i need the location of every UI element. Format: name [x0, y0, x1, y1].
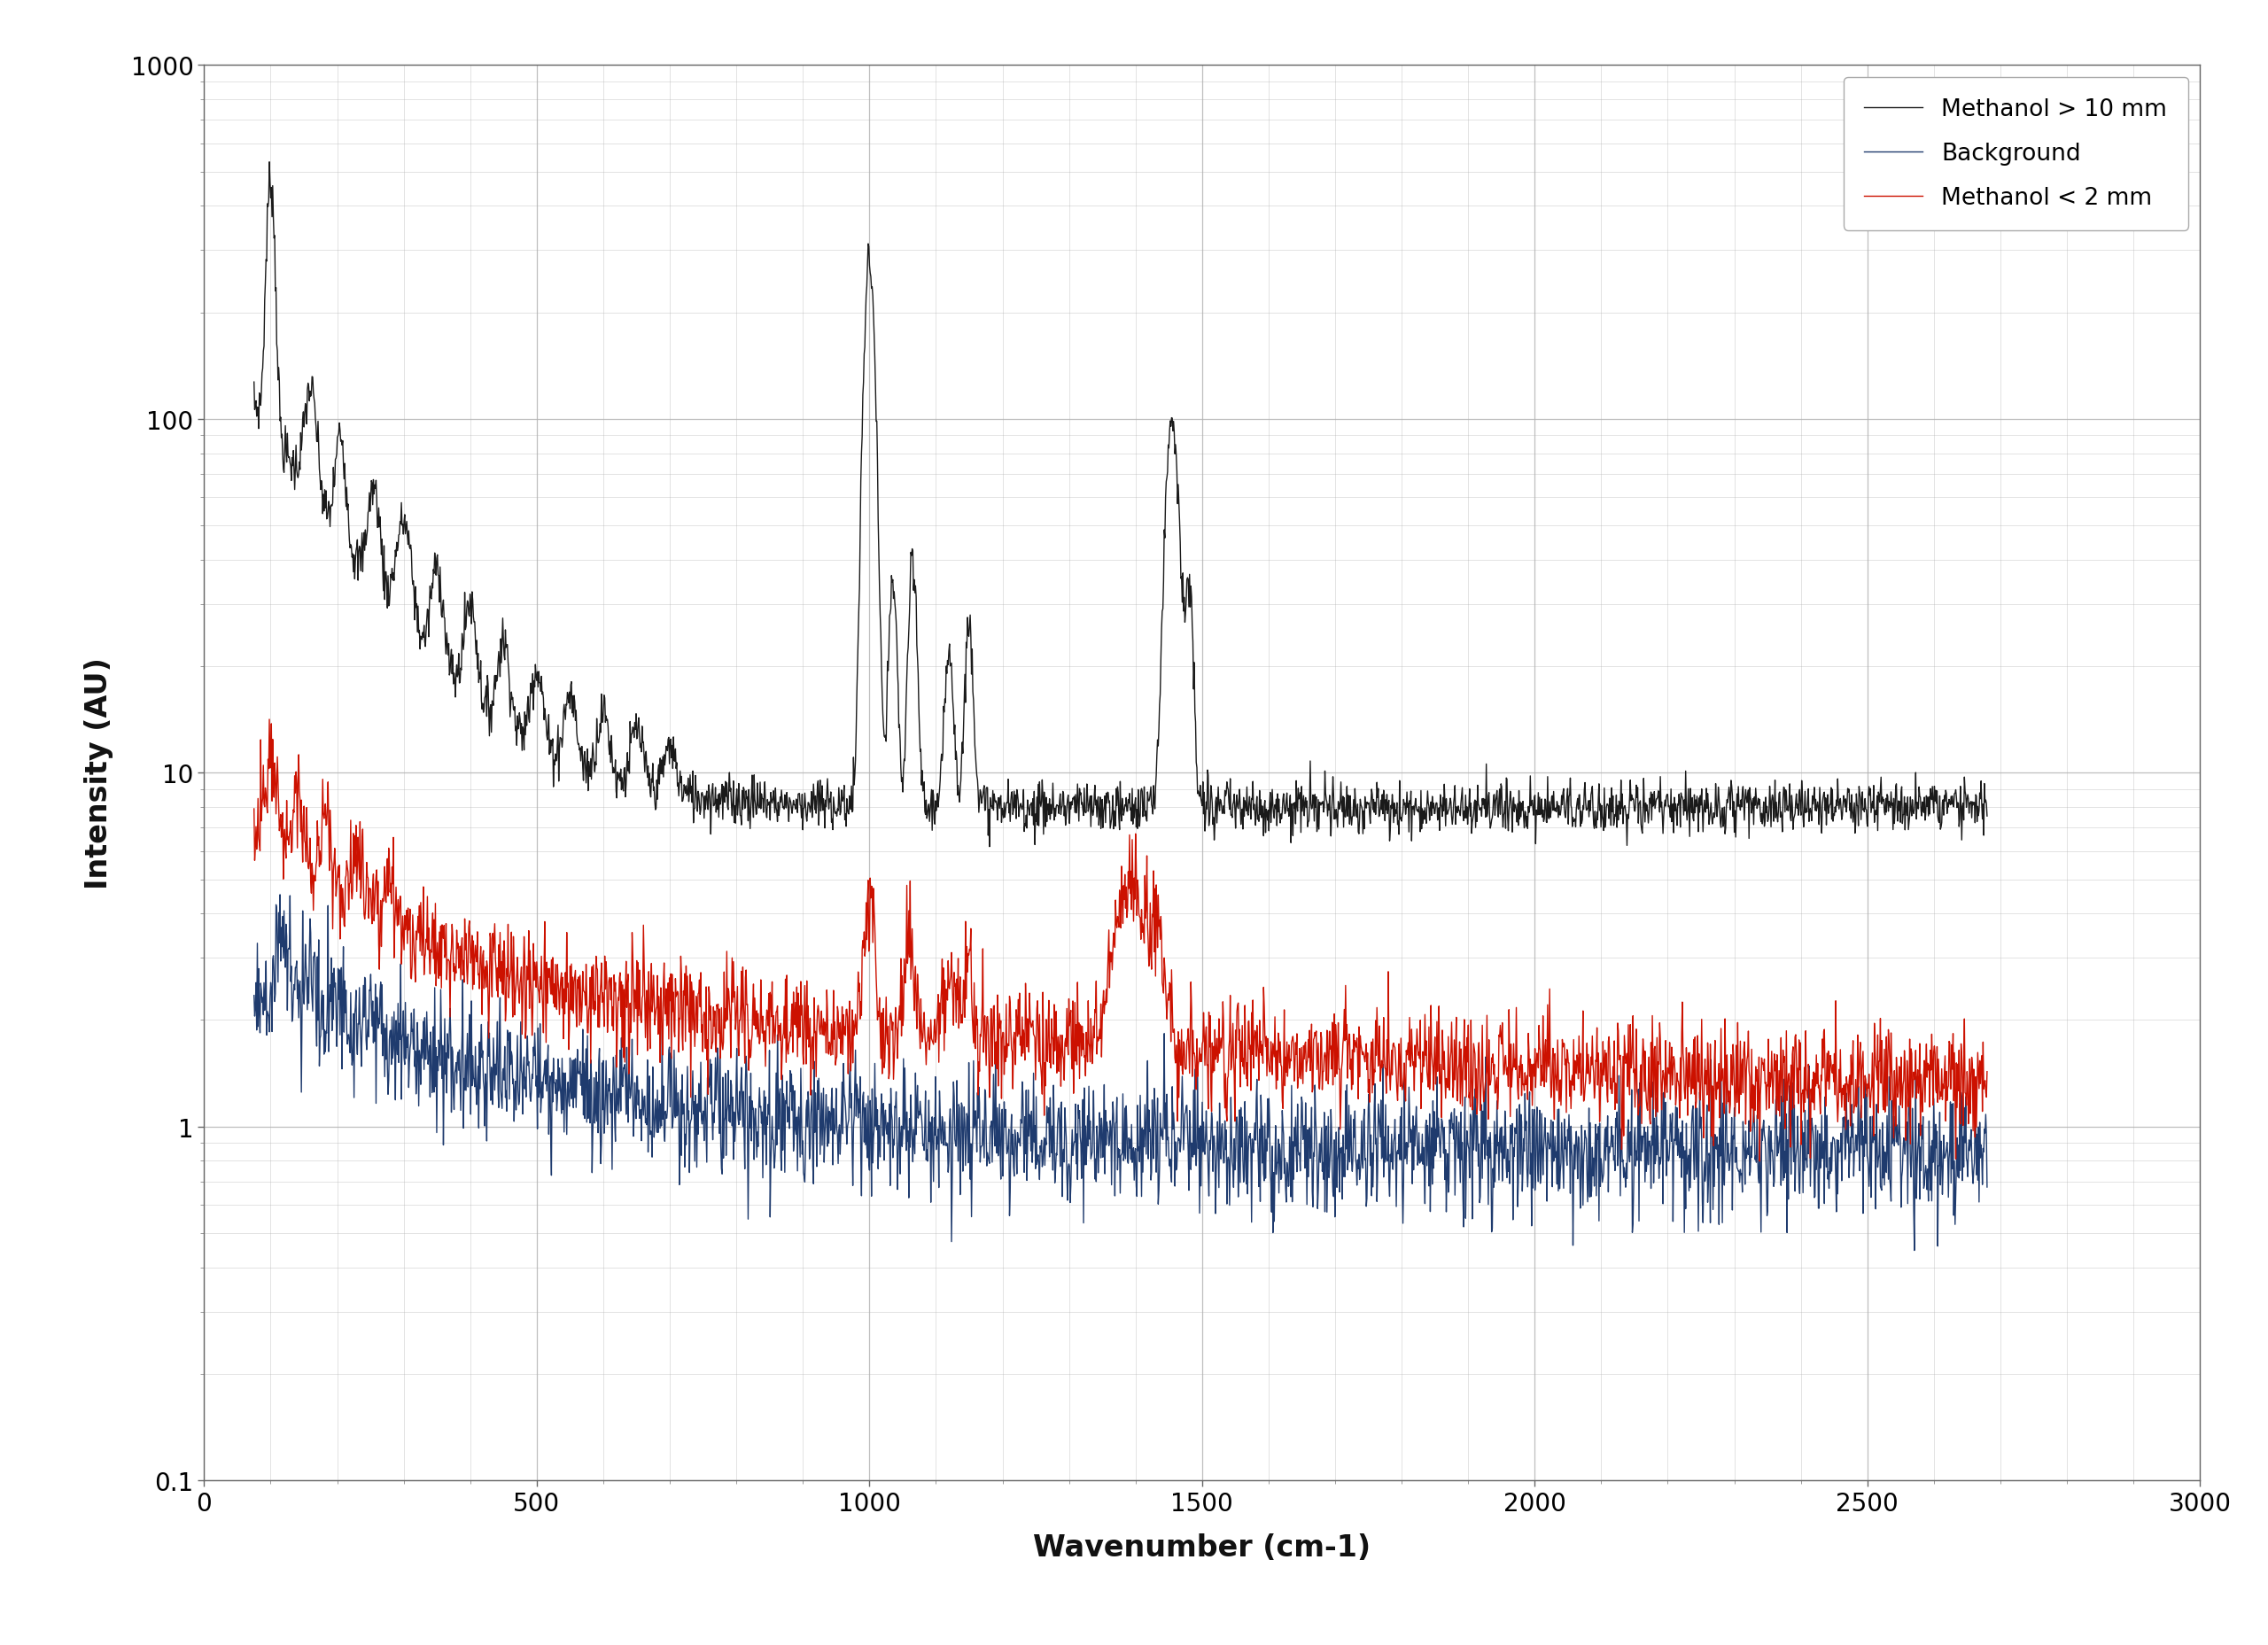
Background: [1588, 1173, 1615, 1193]
Background: [338, 1056, 365, 1076]
Legend: Methanol > 10 mm, Background, Methanol < 2 mm: Methanol > 10 mm, Background, Methanol <…: [1844, 77, 2189, 230]
Background: [624, 1096, 651, 1115]
Methanol > 10 mm: [479, 691, 506, 711]
Methanol > 10 mm: [1973, 806, 2000, 826]
Methanol < 2 mm: [256, 711, 284, 730]
X-axis label: Wavenumber (cm-1): Wavenumber (cm-1): [1034, 1533, 1370, 1563]
Y-axis label: Intensity (AU): Intensity (AU): [84, 658, 113, 888]
Methanol > 10 mm: [240, 373, 268, 393]
Methanol > 10 mm: [1590, 811, 1617, 831]
Methanol < 2 mm: [338, 890, 365, 910]
Methanol > 10 mm: [624, 714, 651, 734]
Background: [240, 985, 268, 1005]
Background: [1901, 1240, 1928, 1260]
Methanol < 2 mm: [1626, 1096, 1653, 1115]
Methanol < 2 mm: [240, 799, 268, 819]
Methanol > 10 mm: [975, 837, 1002, 857]
Methanol < 2 mm: [1746, 1151, 1774, 1171]
Line: Methanol > 10 mm: Methanol > 10 mm: [254, 163, 1987, 847]
Methanol < 2 mm: [479, 987, 506, 1007]
Background: [1379, 1132, 1406, 1152]
Methanol < 2 mm: [1973, 1063, 2000, 1082]
Methanol > 10 mm: [1381, 793, 1408, 813]
Methanol > 10 mm: [256, 153, 284, 173]
Background: [1973, 1178, 2000, 1198]
Methanol < 2 mm: [624, 952, 651, 972]
Methanol > 10 mm: [1626, 793, 1653, 813]
Line: Background: Background: [254, 895, 1987, 1250]
Background: [479, 1071, 506, 1091]
Background: [265, 885, 293, 905]
Methanol < 2 mm: [1588, 1076, 1615, 1096]
Line: Methanol < 2 mm: Methanol < 2 mm: [254, 721, 1987, 1161]
Methanol < 2 mm: [1379, 1033, 1406, 1053]
Methanol > 10 mm: [338, 548, 365, 568]
Background: [1626, 1211, 1653, 1230]
